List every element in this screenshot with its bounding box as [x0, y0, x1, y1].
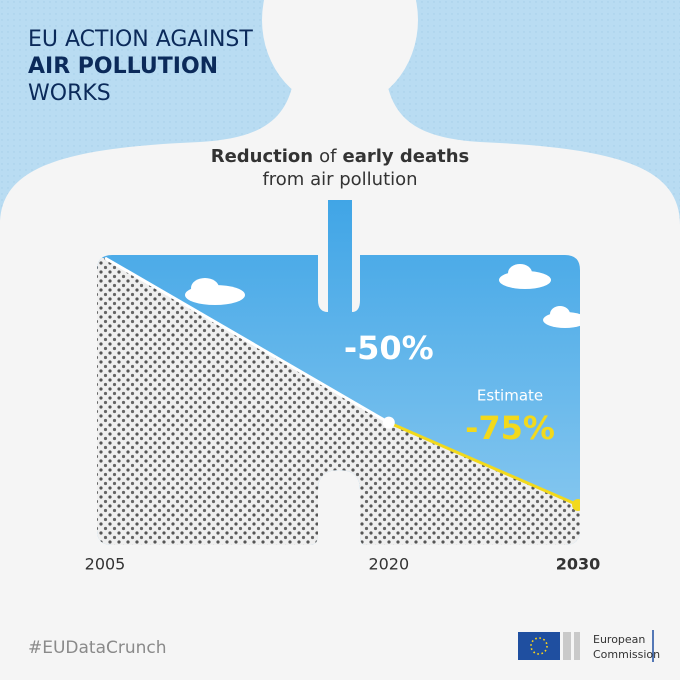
x-tick-label: 2005	[85, 555, 126, 574]
logo: European Commission	[518, 630, 660, 662]
subtitle: Reduction of early deaths	[211, 146, 470, 167]
x-tick-label: 2030	[556, 555, 601, 574]
subtitle-part: early deaths	[342, 146, 469, 167]
logo-text: Commission	[593, 648, 660, 661]
logo-text: European	[593, 633, 645, 646]
subtitle-part: of	[319, 146, 337, 167]
line-segment	[388, 421, 579, 507]
lung-chart	[97, 200, 580, 545]
value-label: -75%	[465, 409, 555, 447]
subtitle-part: Reduction	[211, 146, 313, 167]
title-line: AIR POLLUTION	[28, 54, 218, 79]
point	[572, 499, 580, 511]
x-tick-label: 2020	[368, 555, 409, 574]
annotation: Estimate	[477, 387, 543, 405]
clouds	[185, 264, 580, 328]
line-segment	[104, 256, 390, 424]
dotted-area	[97, 258, 580, 545]
hashtag: #EUDataCrunch	[28, 638, 167, 658]
value-label: -50%	[344, 329, 434, 367]
title-line: EU ACTION AGAINST	[28, 27, 253, 52]
point	[382, 416, 395, 429]
subtitle-line: from air pollution	[262, 169, 417, 190]
title-line: WORKS	[28, 81, 111, 106]
